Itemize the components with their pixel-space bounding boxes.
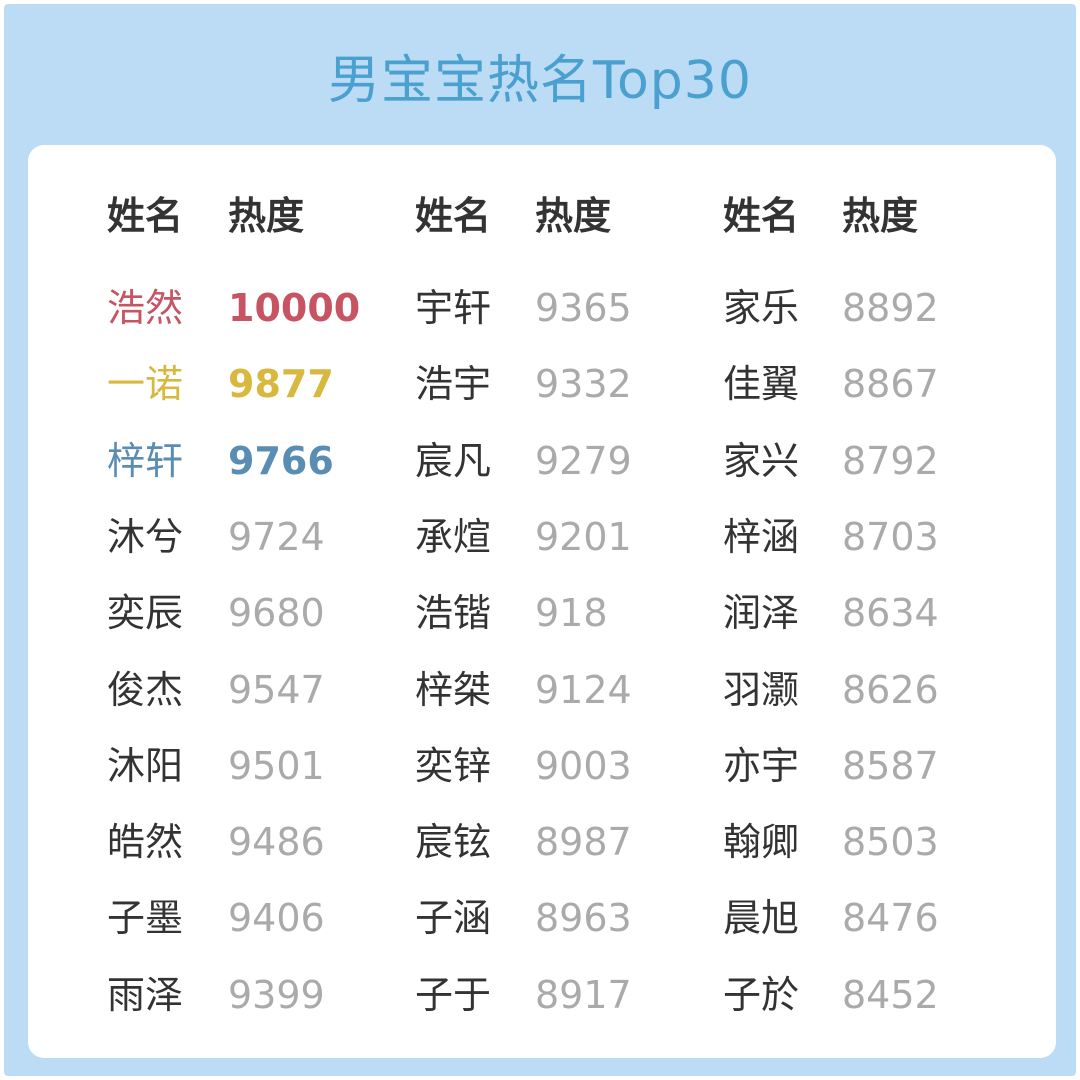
score-cell: 9332 [535,362,632,407]
ranking-table: 姓名 热度 浩然 10000 一诺 9877 梓轩 9766 沐兮 9724 奕辰 9680 俊杰 954… [28,145,1056,1058]
name-cell: 梓桀 [415,667,492,712]
header-name: 姓名 [107,194,184,238]
score-cell: 8634 [842,591,939,636]
name-cell: 佳翼 [723,362,800,407]
score-cell: 8987 [535,820,632,865]
header-score: 热度 [842,194,919,238]
score-cell: 10000 [228,286,361,330]
name-cell: 浩锴 [415,591,492,636]
header-name: 姓名 [415,194,492,238]
score-cell: 9406 [228,896,325,941]
score-cell: 8892 [842,286,939,330]
name-cell: 亦宇 [723,743,800,788]
score-cell: 9124 [535,667,632,712]
name-cell: 宇轩 [415,286,492,330]
name-cell: 雨泽 [107,972,184,1017]
score-cell: 9365 [535,286,632,330]
score-cell: 9201 [535,514,632,559]
name-cell: 润泽 [723,591,800,636]
score-cell: 8963 [535,896,632,941]
score-cell: 9501 [228,743,325,788]
name-cell: 奕锌 [415,743,492,788]
score-cell: 9680 [228,591,325,636]
name-cell: 沐兮 [107,514,184,559]
score-cell: 9877 [228,362,334,407]
score-cell: 8917 [535,972,632,1017]
score-cell: 9724 [228,514,325,559]
score-cell: 8587 [842,743,939,788]
name-cell: 子涵 [415,896,492,941]
name-cell: 晨旭 [723,896,800,941]
score-cell: 8792 [842,438,939,483]
score-cell: 9279 [535,438,632,483]
name-cell: 皓然 [107,820,184,865]
score-cell: 9766 [228,438,334,483]
score-cell: 9399 [228,972,325,1017]
name-cell: 家乐 [723,286,800,330]
name-cell: 宸铉 [415,820,492,865]
name-cell: 梓涵 [723,514,800,559]
score-cell: 918 [535,591,608,636]
name-cell: 承煊 [415,514,492,559]
score-cell: 9486 [228,820,325,865]
name-cell: 俊杰 [107,667,184,712]
name-cell: 羽灏 [723,667,800,712]
header-name: 姓名 [723,194,800,238]
header-score: 热度 [535,194,612,238]
name-cell: 沐阳 [107,743,184,788]
score-cell: 8703 [842,514,939,559]
name-cell: 浩宇 [415,362,492,407]
name-cell: 子於 [723,972,800,1017]
score-cell: 8626 [842,667,939,712]
score-cell: 8503 [842,820,939,865]
name-cell: 子于 [415,972,492,1017]
name-cell: 梓轩 [107,438,184,483]
page-title: 男宝宝热名Top30 [328,51,752,111]
score-cell: 9547 [228,667,325,712]
score-cell: 8867 [842,362,939,407]
name-cell: 翰卿 [723,820,800,865]
name-cell: 宸凡 [415,438,492,483]
header-score: 热度 [228,194,305,238]
name-cell: 一诺 [107,362,184,407]
name-cell: 浩然 [107,286,184,330]
name-cell: 奕辰 [107,591,184,636]
score-cell: 8452 [842,972,939,1017]
name-cell: 家兴 [723,438,800,483]
score-cell: 9003 [535,743,632,788]
name-cell: 子墨 [107,896,184,941]
score-cell: 8476 [842,896,939,941]
